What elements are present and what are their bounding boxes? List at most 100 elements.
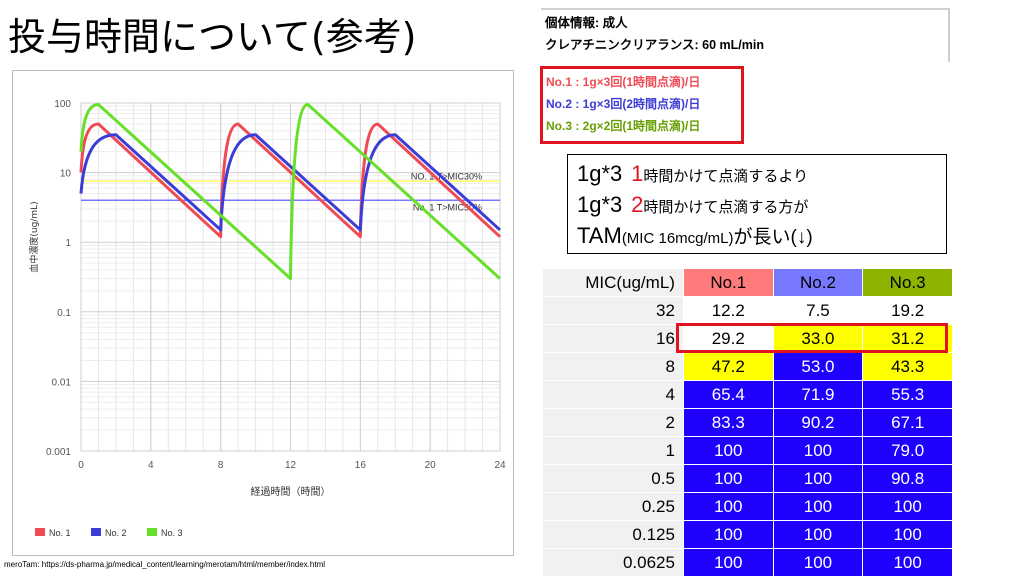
mic-cell: 32 (542, 296, 684, 325)
regimen-no3: No.3 : 2g×2回(1時間点滴)/日 (546, 119, 701, 133)
conclusion-line-3: TAM(MIC 16mcg/mL)が長い(↓) (577, 222, 813, 249)
y-tick-label: 100 (54, 99, 71, 110)
legend-swatch (91, 528, 101, 536)
tam-cell-no2: 100 (772, 436, 864, 465)
conclusion-text: が長い(↓) (733, 227, 813, 248)
legend-swatch (147, 528, 157, 536)
table-row: 0.0625 100 100 100 (542, 548, 953, 577)
tam-cell-no1: 100 (682, 436, 774, 465)
source-citation: meroTam: https://ds-pharma.jp/medical_co… (4, 560, 326, 569)
mic-cell: 1 (542, 436, 684, 465)
series-line (79, 103, 502, 281)
tam-cell-no2: 100 (772, 492, 864, 521)
x-axis-label: 経過時間（時間） (251, 485, 331, 498)
tam-cell-no3: 19.2 (862, 296, 953, 325)
tam-cell-no2: 90.2 (772, 408, 864, 437)
y-tick-label: 0.01 (52, 377, 72, 388)
header-mic: MIC(ug/mL) (542, 268, 684, 297)
tam-cell-no1: 12.2 (682, 296, 774, 325)
y-axis-label: 血中濃度(ug/mL) (28, 201, 40, 272)
tam-cell-no3: 43.3 (862, 352, 953, 381)
tam-cell-no2: 100 (772, 548, 864, 577)
table-row: 1 100 100 79.0 (542, 436, 953, 465)
legend-label: No. 1 (49, 528, 71, 538)
mic-cell: 0.0625 (542, 548, 684, 577)
table-row: 0.25 100 100 100 (542, 492, 953, 521)
conclusion-box: 1g*3 1時間かけて点滴するより 1g*3 2時間かけて点滴する方が TAM(… (567, 154, 947, 254)
mic-cell: 0.25 (542, 492, 684, 521)
table-row: 2 83.3 90.2 67.1 (542, 408, 953, 437)
mic-cell: 8 (542, 352, 684, 381)
tam-cell-no1: 83.3 (682, 408, 774, 437)
mic-note: (MIC 16mcg/mL) (621, 230, 734, 247)
header-no3: No.3 (862, 268, 953, 297)
mic-cell: 16 (542, 324, 684, 353)
dose-text: 1g*3 (577, 192, 623, 217)
legend-label: No. 3 (161, 528, 183, 538)
mic-cell: 2 (542, 408, 684, 437)
tam-cell-no1: 47.2 (682, 352, 774, 381)
table-header-row: MIC(ug/mL) No.1 No.2 No.3 (542, 268, 953, 297)
tam-cell-no2: 100 (772, 520, 864, 549)
mic-cell: 0.5 (542, 464, 684, 493)
x-tick-label: 20 (425, 460, 437, 471)
tam-cell-no3: 100 (862, 492, 953, 521)
x-tick-label: 16 (355, 460, 367, 471)
hour-number: 2 (631, 192, 644, 217)
creatinine-clearance: クレアチニンクリアランス: 60 mL/min (545, 38, 764, 52)
conclusion-text: 時間かけて点滴するより (643, 168, 809, 185)
regimen-list: No.1 : 1g×3回(1時間点滴)/日 No.2 : 1g×3回(2時間点滴… (540, 66, 744, 144)
table-row: 8 47.2 53.0 43.3 (542, 352, 953, 381)
x-tick-label: 24 (494, 460, 506, 471)
x-tick-label: 4 (148, 460, 154, 471)
header-no2: No.2 (772, 268, 864, 297)
y-tick-label: 0.1 (57, 308, 71, 319)
series-line (79, 133, 502, 232)
concentration-chart: 100 10 1 0.1 0.01 0.001 0 4 8 12 16 20 24 NO. 1 T>MIC… (12, 70, 514, 556)
tam-cell-no3: 100 (862, 520, 953, 549)
conclusion-line-1: 1g*3 1時間かけて点滴するより (577, 161, 808, 187)
tam-cell-no2: 7.5 (772, 296, 864, 325)
tam-cell-no2: 100 (772, 464, 864, 493)
series-line (79, 122, 502, 239)
table-row: 0.125 100 100 100 (542, 520, 953, 549)
tam-cell-no1: 65.4 (682, 380, 774, 409)
x-tick-label: 12 (285, 460, 297, 471)
regimen-no2: No.2 : 1g×3回(2時間点滴)/日 (546, 97, 701, 111)
y-tick-label: 1 (65, 238, 71, 249)
mic16-highlight (676, 323, 948, 353)
table-row: 32 12.2 7.5 19.2 (542, 296, 953, 325)
tam-cell-no3: 79.0 (862, 436, 953, 465)
regimen-no1: No.1 : 1g×3回(1時間点滴)/日 (546, 75, 701, 89)
table-row: 16 29.2 33.0 31.2 (542, 324, 953, 353)
y-tick-label: 0.001 (46, 447, 71, 458)
mic-cell: 4 (542, 380, 684, 409)
tam-cell-no3: 100 (862, 548, 953, 577)
dose-text: 1g*3 (577, 161, 623, 186)
tam-cell-no2: 33.0 (772, 324, 864, 353)
tam-cell-no2: 53.0 (772, 352, 864, 381)
x-tick-label: 8 (218, 460, 224, 471)
tam-cell-no3: 31.2 (862, 324, 953, 353)
y-tick-label: 10 (60, 169, 72, 180)
legend-swatch (35, 528, 45, 536)
tam-cell-no1: 29.2 (682, 324, 774, 353)
conclusion-text: 時間かけて点滴する方が (643, 199, 809, 216)
tam-text: TAM (577, 223, 622, 248)
legend-label: No. 2 (105, 528, 127, 538)
x-tick-label: 0 (78, 460, 84, 471)
tam-cell-no3: 67.1 (862, 408, 953, 437)
table-row: 0.5 100 100 90.8 (542, 464, 953, 493)
patient-info-panel: 個体情報: 成人 クレアチニンクリアランス: 60 mL/min (541, 8, 950, 62)
header-no1: No.1 (682, 268, 774, 297)
conclusion-line-2: 1g*3 2時間かけて点滴する方が (577, 192, 808, 218)
patient-type: 個体情報: 成人 (545, 16, 628, 30)
tam-cell-no3: 90.8 (862, 464, 953, 493)
mic-cell: 0.125 (542, 520, 684, 549)
chart-canvas: 100 10 1 0.1 0.01 0.001 0 4 8 12 16 20 24 NO. 1 T>MIC… (28, 99, 506, 538)
slide-title: 投与時間について(参考) (8, 15, 417, 59)
tam-cell-no1: 100 (682, 520, 774, 549)
tam-cell-no3: 55.3 (862, 380, 953, 409)
tam-cell-no1: 100 (682, 548, 774, 577)
tam-cell-no1: 100 (682, 464, 774, 493)
